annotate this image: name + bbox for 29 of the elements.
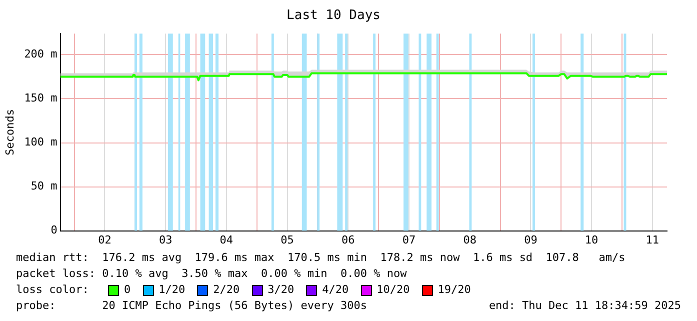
y-tick-label: 200 m <box>24 48 58 61</box>
y-tick-label: 150 m <box>24 92 58 105</box>
x-tick-label: 08 <box>463 233 476 246</box>
y-tick-label: 0 <box>50 224 58 237</box>
x-tick-label: 04 <box>220 233 234 246</box>
legend-label: 3/20 <box>268 282 294 298</box>
y-axis-title: Seconds <box>3 109 16 156</box>
x-tick-label: 11 <box>646 233 660 246</box>
legend-label: 4/20 <box>322 282 349 298</box>
legend-label: 0 <box>124 282 131 298</box>
chart-title: Last 10 Days <box>286 8 380 24</box>
text: median rtt: 176.2 ms avg 179.6 ms max 170.5 ms min 178.2 ms now 1.6 ms sd 107.8 am/s <box>16 250 626 266</box>
text: packet loss: 0.10 % avg 3.50 % max 0.00 % min 0.00 % now <box>16 266 408 282</box>
text: end: Thu Dec 11 18:34:59 2025 <box>488 298 681 314</box>
y-tick-label: 50 m <box>30 180 58 193</box>
x-tick-label: 09 <box>524 233 538 246</box>
legend-label: 19/20 <box>438 282 471 298</box>
x-tick-label: 10 <box>584 233 598 246</box>
y-tick-label: 100 m <box>24 136 58 149</box>
legend-title: loss color: <box>16 282 90 298</box>
text: probe: 20 ICMP Echo Pings (56 Bytes) every 300s <box>16 298 367 314</box>
legend-label: 1/20 <box>158 282 186 298</box>
x-tick-label: 05 <box>280 233 294 246</box>
x-tick-label: 02 <box>98 233 112 246</box>
x-tick-label: 07 <box>402 233 416 246</box>
x-tick-label: 06 <box>342 233 355 246</box>
x-tick-label: 03 <box>158 233 172 246</box>
legend-label: 2/20 <box>213 282 240 298</box>
legend-label: 10/20 <box>376 282 410 298</box>
